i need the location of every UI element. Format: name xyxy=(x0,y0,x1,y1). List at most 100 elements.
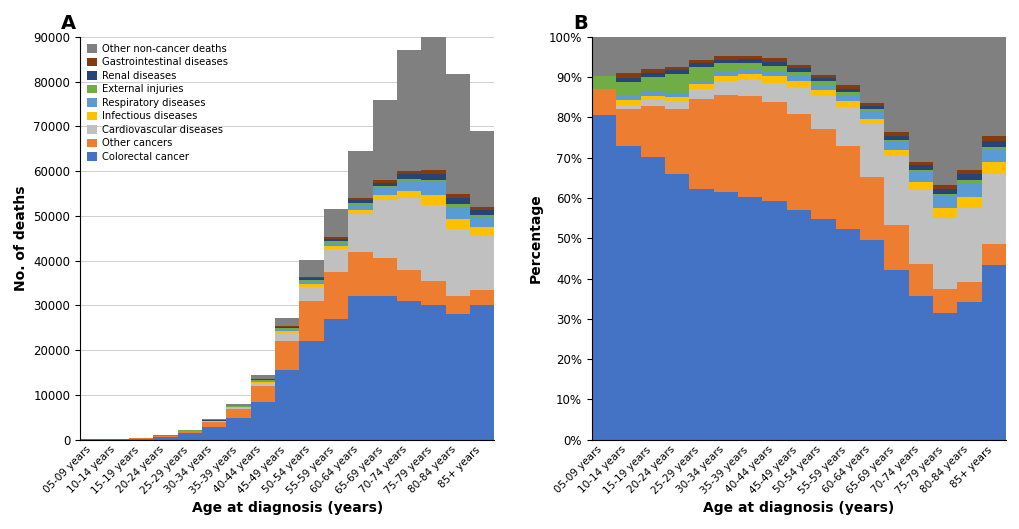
Bar xyxy=(226,407,251,408)
Bar xyxy=(396,171,421,174)
Bar xyxy=(810,219,835,440)
Bar xyxy=(300,301,324,341)
Bar xyxy=(396,270,421,301)
Bar xyxy=(980,147,1005,150)
Bar xyxy=(251,379,275,380)
Bar xyxy=(372,180,396,183)
Text: A: A xyxy=(61,14,76,33)
Bar xyxy=(177,431,202,433)
Bar xyxy=(859,177,883,240)
Bar xyxy=(664,174,689,440)
Bar xyxy=(883,150,908,156)
Bar xyxy=(761,83,786,103)
Bar xyxy=(786,37,810,65)
Bar xyxy=(689,37,713,60)
Bar xyxy=(883,140,908,142)
Bar xyxy=(713,76,738,81)
Bar xyxy=(470,290,494,305)
Bar xyxy=(957,180,980,183)
Bar xyxy=(835,107,859,147)
Bar xyxy=(251,383,275,386)
Bar xyxy=(445,206,470,219)
Bar xyxy=(908,165,932,170)
Bar xyxy=(372,195,396,200)
Bar xyxy=(738,197,761,440)
Bar xyxy=(835,93,859,95)
Bar xyxy=(664,74,689,93)
Bar xyxy=(421,195,445,205)
X-axis label: Age at diagnosis (years): Age at diagnosis (years) xyxy=(703,501,894,515)
Bar xyxy=(859,118,883,124)
Bar xyxy=(689,81,713,84)
Bar xyxy=(713,37,738,57)
Bar xyxy=(883,225,908,270)
Bar xyxy=(202,419,226,420)
Bar xyxy=(932,208,957,217)
Bar xyxy=(615,37,640,73)
Y-axis label: Percentage: Percentage xyxy=(529,194,543,283)
Bar xyxy=(980,162,1005,174)
Text: B: B xyxy=(573,14,587,33)
Bar xyxy=(347,203,372,205)
Bar xyxy=(883,142,908,150)
Bar xyxy=(859,110,883,112)
Bar xyxy=(713,72,738,76)
Bar xyxy=(883,135,908,140)
Bar xyxy=(957,197,980,208)
Bar xyxy=(615,82,640,96)
Bar xyxy=(859,112,883,118)
Bar xyxy=(421,281,445,305)
Bar xyxy=(932,217,957,289)
Bar xyxy=(275,326,300,327)
Bar xyxy=(859,240,883,440)
Bar xyxy=(640,106,664,158)
Bar xyxy=(883,156,908,225)
Bar xyxy=(591,89,615,115)
Bar xyxy=(445,74,470,195)
Bar xyxy=(664,101,689,110)
Bar xyxy=(932,194,957,196)
Bar xyxy=(738,59,761,63)
Bar xyxy=(980,264,1005,440)
Bar xyxy=(615,78,640,82)
Bar xyxy=(786,88,810,114)
Bar xyxy=(300,281,324,284)
Bar xyxy=(421,183,445,195)
Bar xyxy=(835,37,859,86)
Bar xyxy=(396,198,421,270)
Bar xyxy=(980,37,1005,136)
Bar xyxy=(445,195,470,198)
X-axis label: Age at diagnosis (years): Age at diagnosis (years) xyxy=(192,501,382,515)
Bar xyxy=(810,78,835,81)
Bar xyxy=(738,37,761,56)
Bar xyxy=(786,65,810,68)
Bar xyxy=(835,88,859,93)
Bar xyxy=(615,105,640,110)
Bar xyxy=(226,404,251,406)
Bar xyxy=(786,114,810,211)
Bar xyxy=(470,236,494,290)
Bar xyxy=(761,71,786,76)
Bar xyxy=(713,95,738,192)
Bar xyxy=(347,296,372,440)
Bar xyxy=(300,278,324,280)
Bar xyxy=(957,37,980,170)
Bar xyxy=(908,264,932,296)
Bar xyxy=(591,115,615,440)
Bar xyxy=(835,147,859,229)
Bar xyxy=(275,333,300,341)
Bar xyxy=(372,296,396,440)
Bar xyxy=(738,63,761,70)
Bar xyxy=(761,58,786,62)
Bar xyxy=(738,80,761,96)
Bar xyxy=(226,406,251,407)
Bar xyxy=(372,200,396,258)
Bar xyxy=(957,208,980,282)
Bar xyxy=(664,110,689,174)
Bar xyxy=(786,211,810,440)
Bar xyxy=(908,183,932,190)
Bar xyxy=(324,246,347,250)
Bar xyxy=(445,219,470,230)
Bar xyxy=(445,204,470,206)
Bar xyxy=(470,217,494,227)
